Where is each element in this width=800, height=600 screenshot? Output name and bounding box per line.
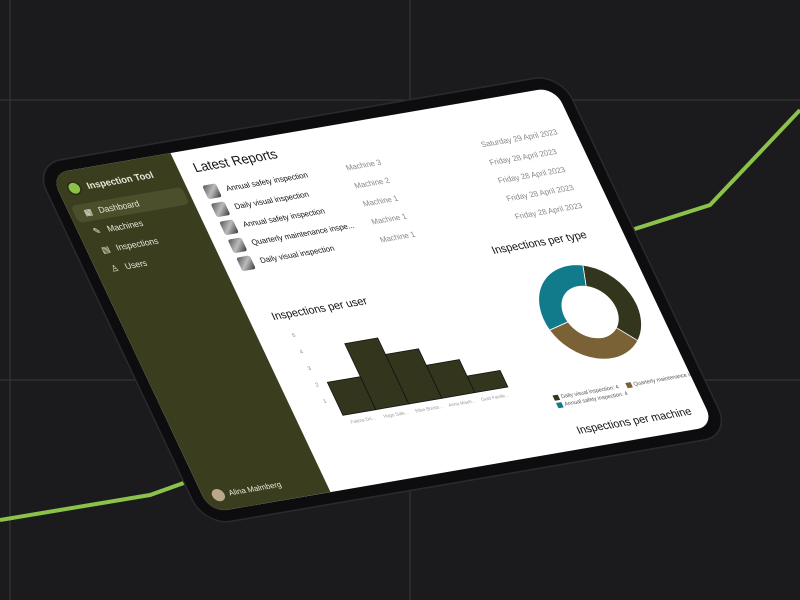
legend-swatch [552,394,561,401]
user-name: Alina Malmberg [226,480,283,498]
main-content: Latest Reports Annual safety inspection M… [170,87,714,492]
sidebar-item-label: Dashboard [96,198,142,215]
sidebar-item-label: Users [123,258,149,272]
y-tick-label: 2 [315,382,321,388]
grid-icon: ▦ [82,207,95,218]
legend-swatch [624,382,633,389]
x-tick-label: Guid Fande... [480,393,510,403]
screen: Inspection Tool ▦ Dashboard ✎ Machines ▤ In… [50,87,715,513]
pie-slice [538,264,587,331]
y-tick-label: 4 [299,349,305,355]
machine-thumbnail [227,237,248,254]
pie-slice [582,264,642,342]
machine-thumbnail [202,183,222,200]
avatar [209,488,228,503]
bar [466,369,509,394]
machine-chart-title: Inspections per machine [574,404,694,437]
user-profile[interactable]: Alina Malmberg [209,478,284,503]
machine-thumbnail [219,219,239,236]
x-tick-label: Hugo Sale... [383,410,410,420]
user-icon: ♙ [109,263,121,274]
x-tick-label: Elise Bouss... [414,404,444,414]
sidebar-item-label: Inspections [114,236,161,253]
machine-thumbnail [236,255,256,272]
y-tick-label: 3 [307,366,313,372]
pie-slice [549,321,639,360]
tablet: Inspection Tool ▦ Dashboard ✎ Machines ▤ In… [35,74,730,525]
donut-chart [538,264,642,360]
wrench-icon: ✎ [91,226,103,237]
x-tick-label: Anna Maeh... [448,398,477,408]
y-tick-label: 1 [322,399,328,405]
app-title: Inspection Tool [84,169,156,192]
machine-thumbnail [210,201,231,218]
y-tick-label: 5 [291,333,297,339]
sidebar-item-label: Machines [105,218,145,234]
legend-swatch [556,402,564,409]
clipboard-icon: ▤ [99,244,113,256]
pie-chart-title: Inspections per type [489,228,589,257]
x-tick-label: Fatima Dri... [350,416,377,426]
logo-icon [64,180,85,197]
bar-chart: 1 2 3 4 5 Fatima Dri... Hugo Sale... Elise Bous… [291,333,510,426]
